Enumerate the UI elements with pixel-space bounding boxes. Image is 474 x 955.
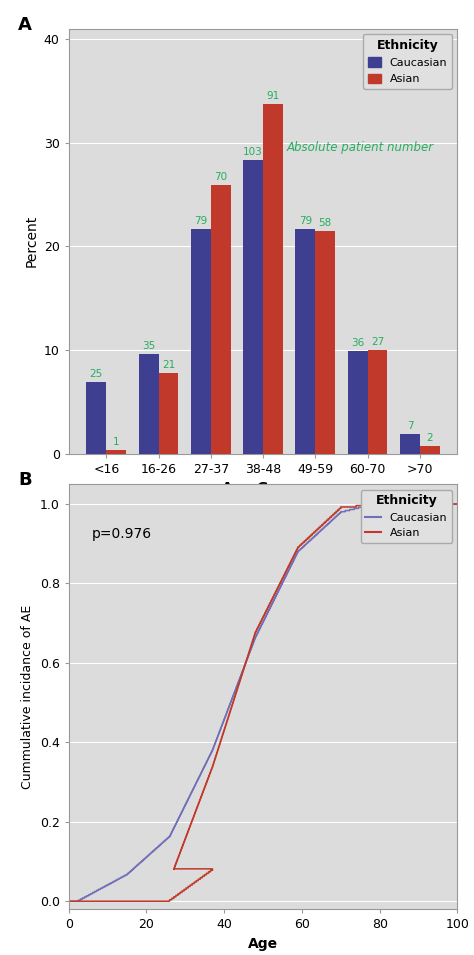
Line: Asian: Asian [69, 504, 457, 902]
Caucasian [369, 499, 375, 510]
Asian [303, 534, 309, 545]
Text: 36: 36 [351, 338, 365, 348]
Bar [86, 382, 106, 454]
Caucasian [455, 499, 460, 510]
Text: 2: 2 [427, 433, 433, 443]
Bar [191, 228, 211, 454]
Text: 25: 25 [90, 369, 103, 379]
Text: Absolute patient number: Absolute patient number [286, 141, 434, 154]
Asian [205, 772, 211, 783]
Caucasian [213, 734, 219, 746]
Caucasian [270, 595, 276, 606]
Asian [212, 753, 218, 764]
Text: 79: 79 [194, 216, 208, 225]
Asian [369, 499, 374, 510]
X-axis label: Age Group: Age Group [222, 481, 304, 496]
Text: 70: 70 [214, 172, 228, 181]
Text: 91: 91 [266, 92, 280, 101]
Bar [243, 160, 263, 454]
Text: 21: 21 [162, 360, 175, 370]
Bar [315, 231, 335, 454]
Legend: Caucasian, Asian: Caucasian, Asian [363, 34, 452, 89]
Text: A: A [18, 16, 32, 33]
Bar [211, 185, 231, 454]
Caucasian [216, 727, 222, 738]
Bar [420, 446, 440, 454]
Bar [368, 350, 387, 454]
Asian [191, 810, 197, 821]
Bar [400, 434, 420, 454]
Bar [139, 354, 158, 454]
Text: 35: 35 [142, 341, 155, 351]
Caucasian [283, 570, 289, 582]
Bar [295, 228, 315, 454]
Caucasian [292, 551, 298, 562]
Asian [455, 499, 460, 510]
Caucasian [66, 896, 72, 907]
Text: 1: 1 [113, 436, 119, 447]
Y-axis label: Percent: Percent [24, 215, 38, 267]
Text: 79: 79 [299, 216, 312, 225]
Caucasian [169, 827, 174, 838]
Text: 103: 103 [243, 147, 263, 158]
Asian [66, 896, 72, 907]
Y-axis label: Cummulative incidance of AE: Cummulative incidance of AE [21, 605, 34, 789]
Bar [348, 351, 368, 454]
Bar [263, 104, 283, 454]
Asian [205, 774, 210, 785]
Line: Caucasian: Caucasian [69, 504, 457, 902]
Legend: Caucasian, Asian: Caucasian, Asian [361, 490, 452, 542]
Bar [158, 373, 178, 454]
Text: B: B [18, 472, 32, 489]
Text: 58: 58 [319, 218, 332, 228]
Text: 7: 7 [407, 421, 413, 431]
Bar [106, 450, 126, 454]
X-axis label: Age: Age [248, 937, 278, 951]
Text: 27: 27 [371, 337, 384, 347]
Text: p=0.976: p=0.976 [92, 527, 152, 541]
Asian [277, 578, 283, 589]
